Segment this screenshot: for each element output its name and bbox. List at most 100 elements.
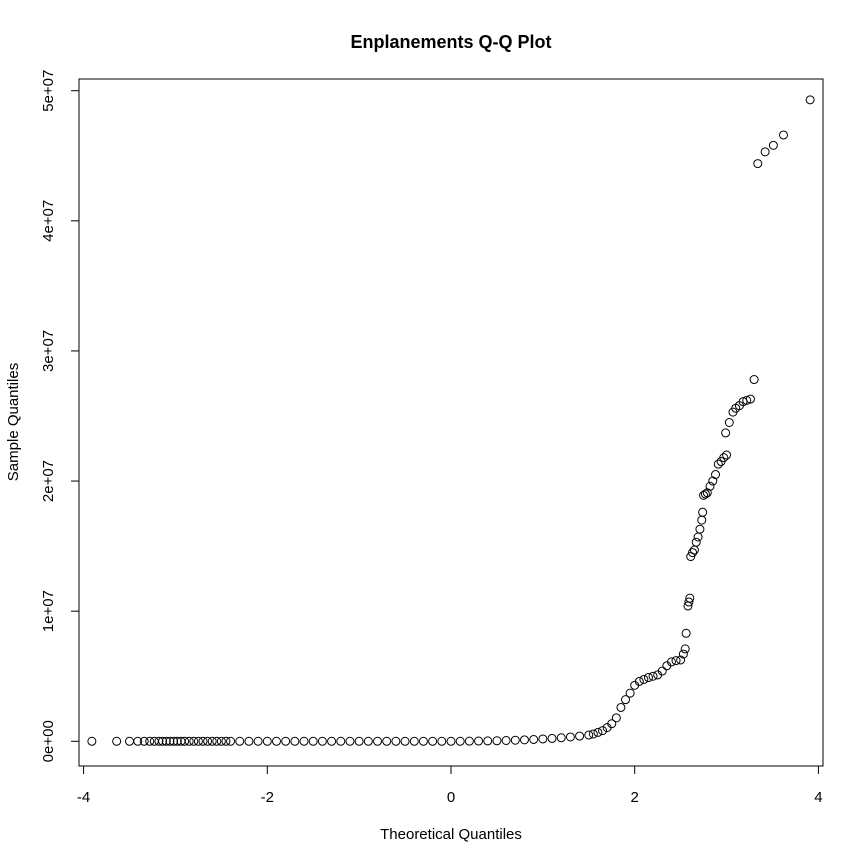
data-point [697,515,707,525]
data-point [584,730,594,740]
data-point [299,736,309,746]
data-point [760,147,770,157]
data-point [611,713,621,723]
data-point [308,736,318,746]
data-point [437,736,447,746]
y-tick-label: 1e+07 [40,590,57,632]
data-point [678,649,688,659]
data-point [169,736,179,746]
data-point [207,736,217,746]
data-point [691,537,701,547]
data-point [212,736,222,746]
data-point [724,418,734,427]
data-point [363,736,373,746]
data-point [165,736,175,746]
data-point [779,130,788,140]
data-point [428,736,438,746]
data-point [639,674,649,684]
data-point [281,736,291,746]
data-point [742,395,752,405]
data-point [262,736,272,746]
data-point [464,736,474,746]
y-tick-label: 5e+07 [40,70,57,112]
data-point [749,375,759,385]
data-point [598,726,608,736]
data-point [657,666,667,676]
data-point [446,736,456,746]
data-point [221,736,231,746]
data-point [184,736,194,746]
data-point [87,736,97,746]
data-point [382,736,392,746]
data-point [400,736,410,746]
data-point [689,545,699,555]
data-point [271,736,281,746]
plot-frame [78,78,824,767]
y-axis-label: Sample Quantiles [5,363,22,481]
data-point [409,736,419,746]
data-point [684,597,694,607]
data-point [805,95,815,105]
y-tick-label: 4e+07 [40,200,57,242]
data-point [529,734,539,744]
data-point [510,735,520,745]
data-point [676,655,686,665]
data-point [193,736,203,746]
data-point [693,532,703,542]
data-point [575,731,585,741]
data-point [621,695,631,705]
data-point [253,736,263,746]
data-point [719,453,729,463]
data-point [203,736,213,746]
data-point [607,719,617,729]
data-point [688,548,698,558]
data-point [695,524,705,534]
data-point [317,736,327,746]
x-axis-label: Theoretical Quantiles [380,826,522,843]
data-point [768,140,778,150]
data-point [745,394,755,404]
data-point [753,159,763,169]
data-point [354,736,364,746]
data-point [713,459,723,469]
data-point [112,736,122,746]
x-tick-label: 2 [631,789,639,806]
data-point [373,736,383,746]
data-point [226,736,236,746]
data-point [625,688,635,698]
data-point [336,736,346,746]
y-tick-label: 0e+00 [40,720,57,762]
data-points [87,95,815,746]
data-point [290,736,300,746]
data-point [216,736,226,746]
data-point [680,644,690,654]
data-point [565,732,575,742]
y-axis: 0e+00 1e+07 2e+07 3e+07 4e+07 5e+07 [40,70,80,762]
data-point [154,736,164,746]
data-point [418,736,428,746]
data-point [198,736,208,746]
data-point [519,735,529,745]
data-point [547,733,557,743]
data-point [235,736,245,746]
data-point [721,428,731,438]
x-tick-label: -4 [77,789,90,806]
data-point [634,676,644,686]
data-point [538,734,548,744]
data-point [244,736,254,746]
data-point [483,736,493,746]
data-point [685,593,695,603]
data-point [681,628,691,638]
x-tick-label: -2 [261,789,274,806]
data-point [666,657,676,667]
chart-title: Enplanements Q-Q Plot [350,32,551,52]
y-tick-label: 3e+07 [40,330,57,372]
x-axis: -4 -2 0 2 4 [77,765,823,806]
data-point [711,470,721,480]
data-point [149,736,159,746]
data-point [139,736,149,746]
data-point [125,736,135,746]
data-point [345,736,355,746]
y-tick-label: 2e+07 [40,460,57,502]
data-point [189,736,199,746]
